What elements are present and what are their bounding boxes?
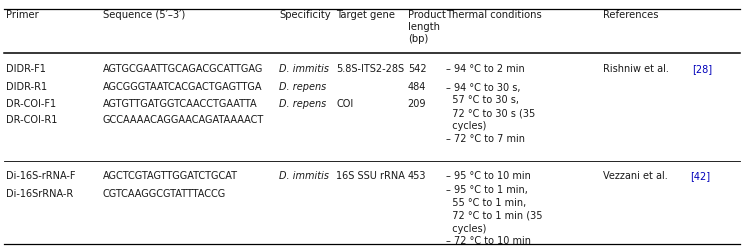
Text: Sequence (5′–3′): Sequence (5′–3′): [103, 10, 185, 20]
Text: 55 °C to 1 min,: 55 °C to 1 min,: [446, 198, 527, 208]
Text: Thermal conditions: Thermal conditions: [446, 10, 542, 20]
Text: cycles): cycles): [446, 121, 487, 131]
Text: DR-COI-F1: DR-COI-F1: [6, 99, 56, 109]
Text: – 95 °C to 1 min,: – 95 °C to 1 min,: [446, 185, 528, 195]
Text: 453: 453: [408, 171, 426, 181]
Text: 542: 542: [408, 64, 426, 74]
Text: 484: 484: [408, 82, 426, 92]
Text: – 95 °C to 10 min: – 95 °C to 10 min: [446, 171, 531, 181]
Text: AGCGGGTAATCACGACTGAGTTGA: AGCGGGTAATCACGACTGAGTTGA: [103, 82, 262, 92]
Text: 57 °C to 30 s,: 57 °C to 30 s,: [446, 96, 519, 106]
Text: AGTGCGAATTGCAGACGCATTGAG: AGTGCGAATTGCAGACGCATTGAG: [103, 64, 263, 74]
Text: Di-16S-rRNA-F: Di-16S-rRNA-F: [6, 171, 75, 181]
Text: 5.8S-ITS2-28S: 5.8S-ITS2-28S: [336, 64, 405, 74]
Text: D. repens: D. repens: [279, 82, 327, 92]
Text: – 72 °C to 10 min: – 72 °C to 10 min: [446, 236, 531, 246]
Text: DIDR-F1: DIDR-F1: [6, 64, 46, 74]
Text: 16S SSU rRNA: 16S SSU rRNA: [336, 171, 405, 181]
Text: – 72 °C to 7 min: – 72 °C to 7 min: [446, 134, 525, 144]
Text: AGCTCGTAGTTGGATCTGCAT: AGCTCGTAGTTGGATCTGCAT: [103, 171, 237, 181]
Text: GCCAAAACAGGAACAGATAAAACT: GCCAAAACAGGAACAGATAAAACT: [103, 115, 264, 125]
Text: AGTGTTGATGGTCAACCTGAATTA: AGTGTTGATGGTCAACCTGAATTA: [103, 99, 257, 109]
Text: – 94 °C to 2 min: – 94 °C to 2 min: [446, 64, 525, 74]
Text: 72 °C to 30 s (35: 72 °C to 30 s (35: [446, 108, 536, 118]
Text: – 94 °C to 30 s,: – 94 °C to 30 s,: [446, 82, 521, 92]
Text: DR-COI-R1: DR-COI-R1: [6, 115, 57, 125]
Text: Specificity: Specificity: [279, 10, 330, 20]
Text: 209: 209: [408, 99, 426, 109]
Text: Primer: Primer: [6, 10, 39, 20]
Text: D. repens: D. repens: [279, 99, 327, 109]
Text: Product
length
(bp): Product length (bp): [408, 10, 446, 44]
Text: cycles): cycles): [446, 224, 487, 234]
Text: COI: COI: [336, 99, 353, 109]
Text: [42]: [42]: [690, 171, 711, 181]
Text: Target gene: Target gene: [336, 10, 395, 20]
Text: D. immitis: D. immitis: [279, 64, 329, 74]
Text: 72 °C to 1 min (35: 72 °C to 1 min (35: [446, 211, 543, 221]
Text: Rishniw et al.: Rishniw et al.: [603, 64, 672, 74]
Text: DIDR-R1: DIDR-R1: [6, 82, 47, 92]
Text: References: References: [603, 10, 658, 20]
Text: Vezzani et al.: Vezzani et al.: [603, 171, 670, 181]
Text: Di-16SrRNA-R: Di-16SrRNA-R: [6, 189, 73, 199]
Text: [28]: [28]: [692, 64, 712, 74]
Text: CGTCAAGGCGTATTTACCG: CGTCAAGGCGTATTTACCG: [103, 189, 226, 199]
Text: D. immitis: D. immitis: [279, 171, 329, 181]
